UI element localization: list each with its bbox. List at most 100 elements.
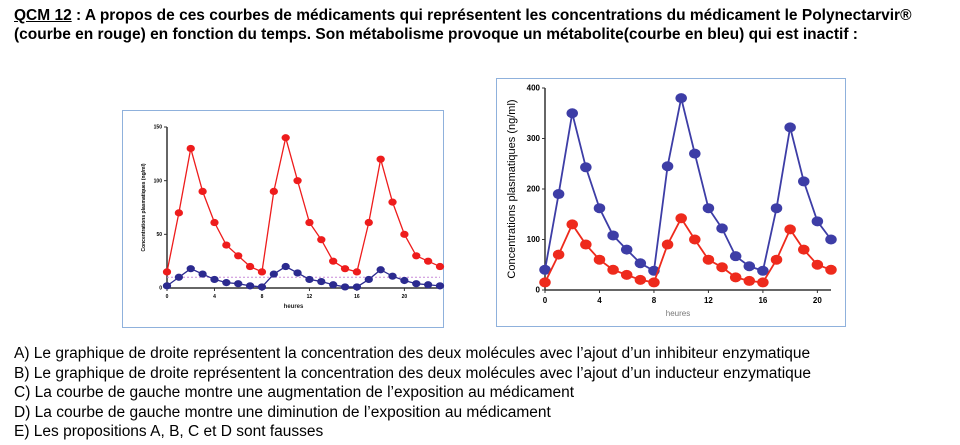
data-point xyxy=(593,203,606,214)
data-point xyxy=(364,275,373,284)
data-point xyxy=(340,265,350,273)
x-tick-label: 4 xyxy=(213,294,216,300)
data-point xyxy=(400,230,409,238)
data-point xyxy=(305,275,314,284)
data-point xyxy=(607,264,619,275)
data-point xyxy=(388,272,397,280)
y-tick-label: 100 xyxy=(527,235,541,244)
x-axis-label: heures xyxy=(284,304,304,310)
x-tick-label: 16 xyxy=(354,294,360,300)
data-point xyxy=(412,252,421,260)
data-point xyxy=(634,274,647,285)
x-tick-label: 20 xyxy=(813,296,822,305)
x-tick-label: 0 xyxy=(166,294,169,300)
data-point xyxy=(198,187,207,195)
data-point xyxy=(716,262,728,273)
left-chart-frame xyxy=(122,110,444,328)
data-point xyxy=(634,258,647,269)
answer-c[interactable]: C) La courbe de gauche montre une augmen… xyxy=(14,384,575,401)
question-number: QCM 12 xyxy=(14,7,72,24)
data-point xyxy=(716,223,728,234)
data-point xyxy=(689,234,701,245)
data-point xyxy=(702,254,715,265)
data-point xyxy=(162,268,172,276)
data-point xyxy=(281,134,290,142)
data-point xyxy=(293,177,302,185)
data-point xyxy=(770,203,783,214)
data-point xyxy=(743,275,756,286)
data-point xyxy=(689,148,701,159)
data-point xyxy=(620,269,633,280)
x-tick-label: 20 xyxy=(402,294,408,300)
data-point xyxy=(162,282,172,290)
data-point xyxy=(743,261,756,272)
data-point xyxy=(620,244,633,255)
data-point xyxy=(234,252,243,260)
data-point xyxy=(388,198,397,206)
answer-e[interactable]: E) Les propositions A, B, C et D sont fa… xyxy=(14,423,324,440)
data-point xyxy=(757,277,769,288)
data-point xyxy=(269,270,278,278)
data-point xyxy=(376,155,385,163)
data-point xyxy=(210,218,219,227)
data-point xyxy=(661,161,674,172)
data-point xyxy=(222,241,231,249)
answer-b[interactable]: B) Le graphique de droite représentent l… xyxy=(14,364,812,382)
data-point xyxy=(186,144,195,153)
data-point xyxy=(552,189,565,200)
data-point xyxy=(675,93,687,104)
y-axis-label: Concentrations plasmatiques (ng/ml) xyxy=(506,99,518,278)
data-point xyxy=(281,262,290,271)
data-point xyxy=(784,224,796,235)
data-point xyxy=(566,108,578,119)
data-point xyxy=(539,277,551,288)
data-point xyxy=(729,251,742,262)
data-point xyxy=(770,254,783,265)
y-tick-label: 100 xyxy=(154,178,163,184)
answer-a[interactable]: A) Le graphique de droite représentent l… xyxy=(14,345,811,362)
data-point xyxy=(340,283,350,291)
right-chart-frame xyxy=(496,78,846,327)
data-point xyxy=(222,279,231,287)
data-point xyxy=(566,219,578,230)
data-point xyxy=(539,264,551,275)
data-point xyxy=(352,283,362,291)
x-tick-label: 8 xyxy=(261,294,264,300)
data-point xyxy=(552,249,565,260)
x-tick-label: 4 xyxy=(597,296,602,305)
data-point xyxy=(593,254,606,265)
y-tick-label: 50 xyxy=(156,232,162,238)
y-tick-label: 400 xyxy=(527,84,541,93)
x-tick-label: 12 xyxy=(704,296,713,305)
series-line xyxy=(544,97,832,273)
answer-list: A) Le graphique de droite représentent l… xyxy=(14,344,811,442)
data-point xyxy=(269,187,278,195)
data-point xyxy=(376,266,385,274)
data-point xyxy=(245,262,255,271)
data-point xyxy=(757,265,769,276)
data-point xyxy=(423,281,433,289)
data-point xyxy=(784,122,796,133)
data-point xyxy=(293,269,302,277)
data-point xyxy=(729,272,742,283)
data-point xyxy=(580,162,592,173)
question-text: QCM 12 : A propos de ces courbes de médi… xyxy=(14,6,954,44)
data-point xyxy=(257,268,267,276)
series-line xyxy=(166,137,441,273)
data-point xyxy=(257,283,267,291)
data-point xyxy=(317,277,326,286)
y-tick-label: 150 xyxy=(154,125,163,131)
data-point xyxy=(435,282,445,290)
data-point xyxy=(210,275,219,284)
data-point xyxy=(798,176,810,187)
data-point xyxy=(648,277,660,288)
data-point xyxy=(329,257,338,265)
data-point xyxy=(329,281,338,289)
data-point xyxy=(661,239,674,250)
answer-d[interactable]: D) La courbe de gauche montre une diminu… xyxy=(14,403,551,421)
x-tick-label: 0 xyxy=(543,296,548,305)
data-point xyxy=(811,259,824,270)
series-line xyxy=(166,265,441,288)
y-axis-label: Concentrations plasmatiques (ng/ml) xyxy=(141,163,147,251)
